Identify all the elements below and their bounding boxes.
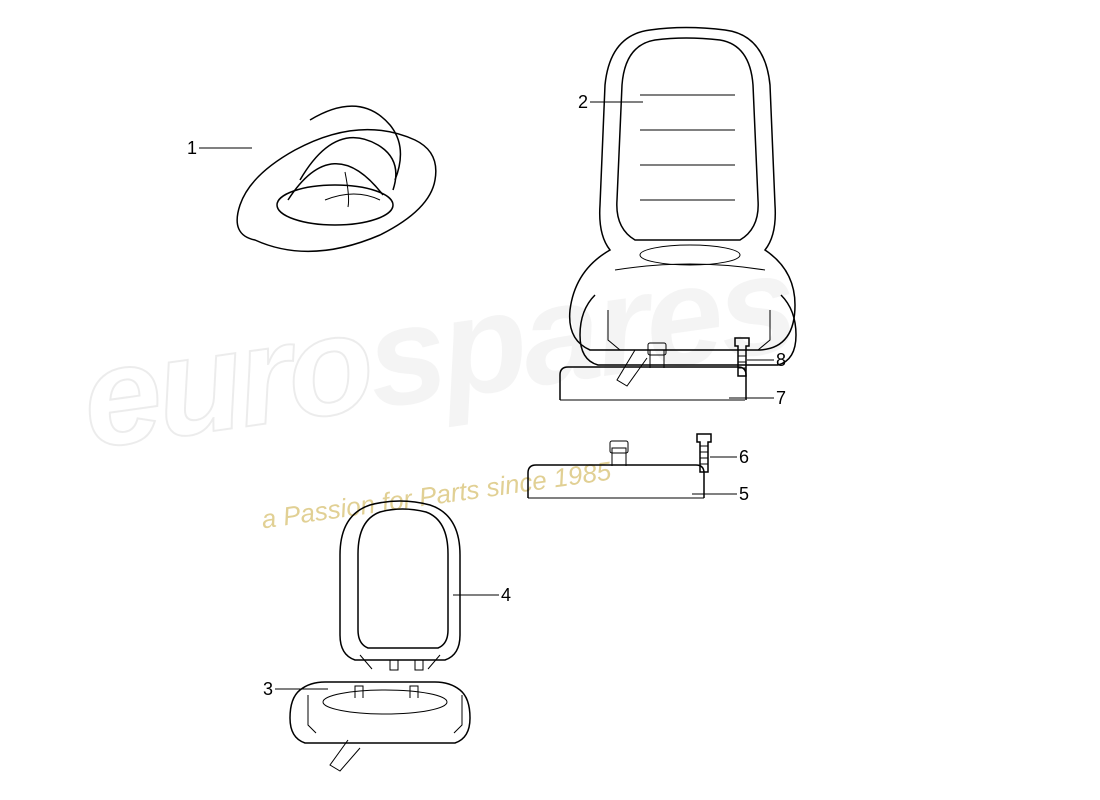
mounting-bracket-lower-icon (528, 441, 704, 498)
mounting-bracket-upper-icon (560, 343, 746, 400)
child-car-seat-icon (570, 28, 796, 387)
infant-carrier-seat-icon (237, 106, 436, 251)
callout-6: 6 (739, 447, 749, 468)
callout-7: 7 (776, 388, 786, 409)
booster-backrest-icon (340, 501, 460, 670)
line-art-layer (0, 0, 1100, 800)
callout-2: 2 (578, 92, 588, 113)
leader-lines (199, 102, 774, 689)
booster-base-icon (290, 682, 470, 771)
parts-diagram: eurospares a Passion for Parts since 198… (0, 0, 1100, 800)
callout-1: 1 (187, 138, 197, 159)
callout-5: 5 (739, 484, 749, 505)
callout-4: 4 (501, 585, 511, 606)
callout-3: 3 (263, 679, 273, 700)
bolt-lower-icon (697, 434, 711, 472)
callout-8: 8 (776, 350, 786, 371)
bolt-upper-icon (735, 338, 749, 376)
